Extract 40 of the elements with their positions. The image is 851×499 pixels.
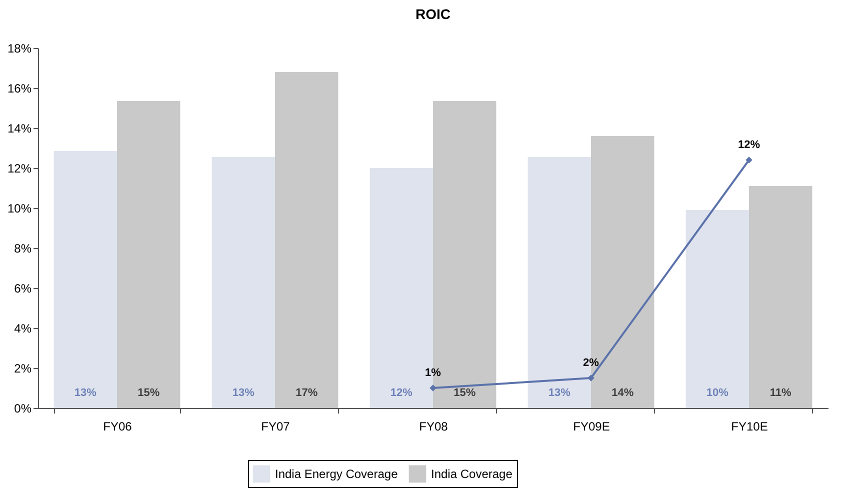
x-tick-label: FY08 (419, 420, 448, 434)
y-tick-label: 4% (14, 322, 32, 336)
data-label: 13% (548, 387, 571, 399)
bar (275, 72, 338, 408)
y-tick-label: 8% (14, 242, 32, 256)
y-tick-label: 0% (14, 402, 32, 416)
x-tick-label: FY07 (261, 420, 290, 434)
data-label: 13% (232, 387, 255, 399)
bar (117, 101, 180, 408)
point (430, 384, 436, 392)
y-tick-label: 6% (14, 282, 32, 296)
y-tick-label: 18% (7, 42, 32, 56)
data-label: 2% (583, 357, 600, 369)
legend-label: India Energy Coverage (275, 466, 398, 481)
y-tick-label: 16% (7, 82, 32, 96)
y-tick-label: 12% (7, 162, 32, 176)
data-label: 10% (706, 387, 729, 399)
point (746, 156, 752, 164)
bar (54, 151, 117, 408)
y-tick-label: 14% (7, 122, 32, 136)
bar (212, 157, 275, 408)
data-label: 11% (770, 387, 792, 399)
legend-label: India Coverage (431, 466, 513, 481)
chart-title: ROIC (416, 6, 450, 22)
data-label: 17% (296, 387, 318, 399)
x-tick-label: FY09E (573, 420, 610, 434)
data-label: 14% (612, 387, 634, 399)
data-label: 13% (74, 387, 97, 399)
data-label: 1% (425, 367, 442, 379)
data-label: 12% (390, 387, 413, 399)
bar (686, 210, 749, 408)
bar (749, 186, 812, 408)
point (588, 374, 594, 382)
y-tick-label: 2% (14, 362, 32, 376)
x-tick-label: FY10E (731, 420, 768, 434)
y-tick-label: 10% (7, 202, 32, 216)
data-label: 15% (138, 387, 160, 399)
data-label: 15% (454, 387, 476, 399)
x-tick-label: FY06 (103, 420, 132, 434)
data-label: 12% (738, 139, 760, 151)
